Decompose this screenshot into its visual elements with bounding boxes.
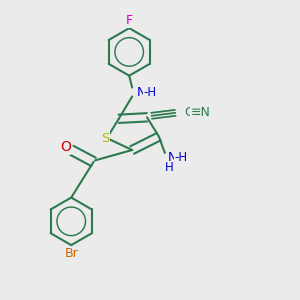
Text: H: H xyxy=(165,161,174,174)
Text: S: S xyxy=(101,132,110,145)
Text: N: N xyxy=(168,151,177,164)
Text: N: N xyxy=(136,85,146,98)
Text: O: O xyxy=(60,140,71,154)
Text: F: F xyxy=(126,14,133,27)
Text: Br: Br xyxy=(64,247,78,260)
Text: C: C xyxy=(184,106,193,119)
Text: ≡N: ≡N xyxy=(190,106,211,119)
Text: -H: -H xyxy=(175,151,188,164)
Text: -H: -H xyxy=(143,85,157,98)
